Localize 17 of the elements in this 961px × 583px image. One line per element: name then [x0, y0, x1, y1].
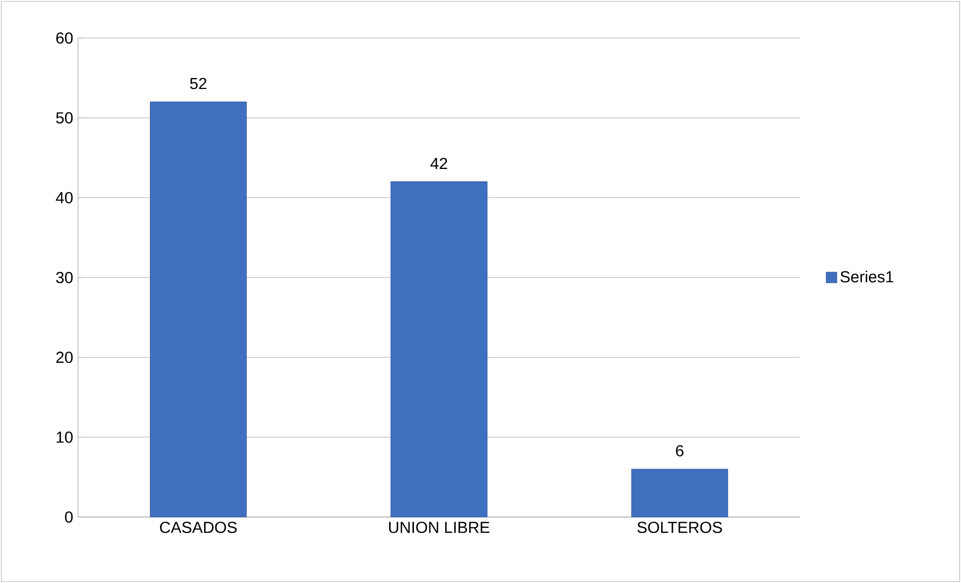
x-tick-label: UNION LIBRE	[389, 522, 490, 534]
y-tick-label: 40	[56, 192, 73, 204]
bar	[390, 181, 488, 518]
legend-label: Series1	[840, 270, 894, 282]
x-tick-label: SOLTEROS	[637, 522, 722, 534]
y-tick-label: 20	[56, 352, 73, 363]
bar	[631, 468, 728, 518]
bar	[150, 102, 247, 518]
y-tick-label: 10	[56, 432, 73, 443]
x-tick-label: CASADOS	[160, 522, 237, 534]
data-label: 6	[676, 445, 684, 456]
data-label: 42	[430, 158, 448, 169]
y-tick-label: 0	[65, 511, 73, 523]
data-label: 52	[190, 78, 206, 90]
y-tick-label: 50	[56, 112, 73, 124]
y-tick-label: 60	[56, 32, 73, 44]
y-tick-label: 30	[56, 272, 73, 284]
